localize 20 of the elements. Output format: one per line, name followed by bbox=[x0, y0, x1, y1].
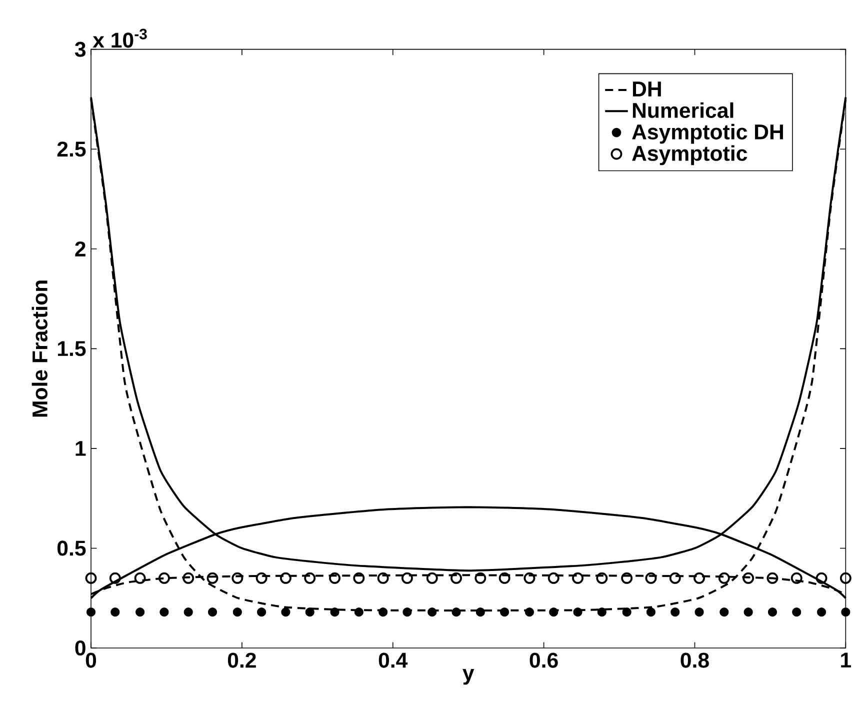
y-tick-label: 2 bbox=[75, 241, 86, 256]
y-tick-label: 3 bbox=[74, 42, 86, 57]
x-tick-label: 0.4 bbox=[378, 652, 408, 668]
x-tick-label: 0 bbox=[86, 652, 96, 668]
legend-label: Asymptotic bbox=[632, 145, 748, 166]
x-tick-label: 0.6 bbox=[530, 652, 558, 668]
y-tick-label: 1.5 bbox=[58, 341, 86, 356]
legend-label: DH bbox=[632, 82, 661, 96]
y-tick-label: 0.5 bbox=[57, 540, 86, 556]
x-tick-label: 0.8 bbox=[680, 652, 709, 668]
y-axis-title: Mole Fraction bbox=[32, 280, 48, 417]
x-tick-label: 1 bbox=[841, 652, 852, 668]
y-tick-label: 2.5 bbox=[57, 142, 86, 157]
legend-label: Asymptotic DH bbox=[632, 124, 783, 144]
x-axis-title: y bbox=[462, 668, 474, 685]
text: x 10$^{-3}$ bbox=[92, 28, 147, 48]
y-tick-label: 1 bbox=[76, 441, 86, 456]
legend-label: Numerical bbox=[632, 102, 734, 118]
y-tick-label: 0 bbox=[75, 640, 86, 656]
x-tick-label: 0.2 bbox=[228, 652, 256, 668]
